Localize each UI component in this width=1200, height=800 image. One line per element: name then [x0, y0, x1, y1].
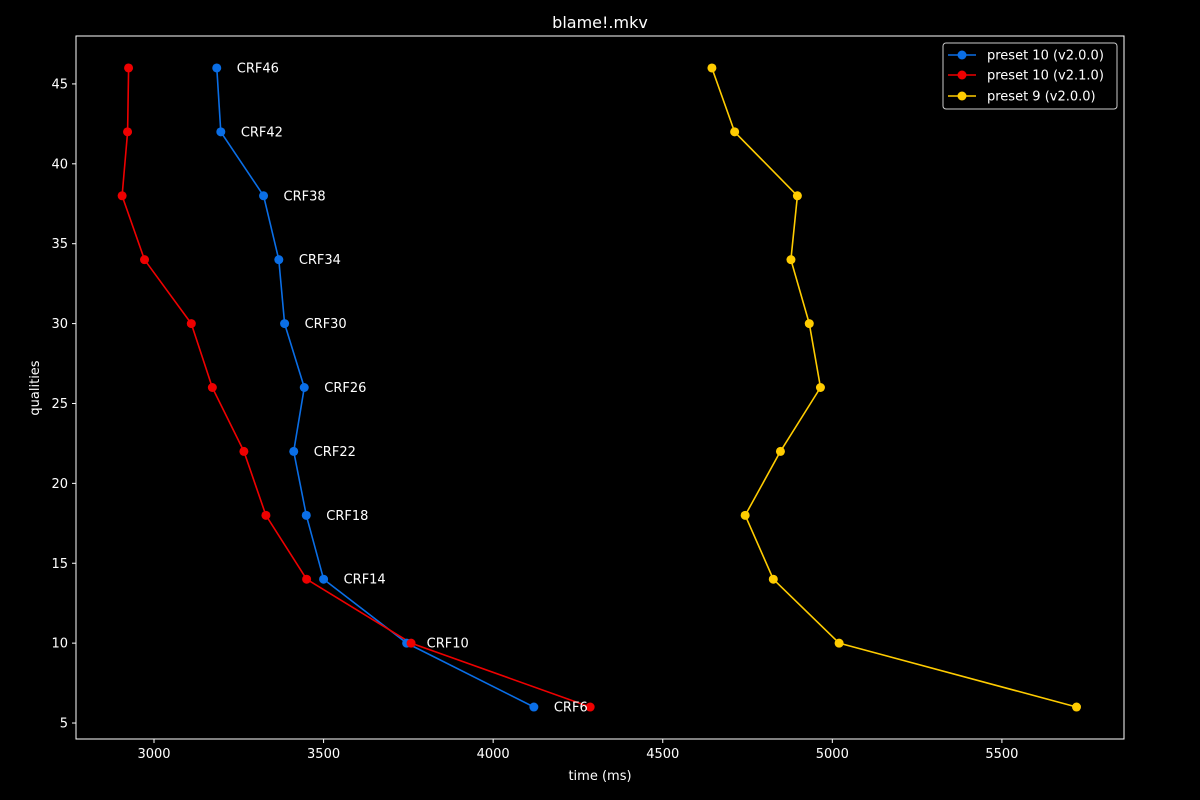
data-point-series-1 — [124, 63, 134, 73]
data-point-series-1 — [302, 574, 312, 584]
legend-label-0: preset 10 (v2.0.0) — [987, 49, 1104, 64]
annotation-label: CRF6 — [554, 701, 588, 716]
legend-entry-preset-9-v2-0-0: preset 9 (v2.0.0) — [948, 90, 1096, 105]
data-point-series-0 — [274, 255, 284, 265]
data-point-series-2 — [804, 319, 814, 329]
data-point-series-0 — [529, 702, 539, 712]
legend-entry-preset-10-v2-0-0: preset 10 (v2.0.0) — [948, 49, 1104, 64]
y-tick-label: 25 — [51, 397, 68, 412]
crf-annotations: CRF46 CRF42 CRF38 CRF34 CRF30 CRF26 CRF22 CRF18… — [237, 61, 588, 715]
x-axis-label: time (ms) — [568, 769, 631, 784]
legend-box — [942, 42, 1118, 110]
annotation-label: CRF26 — [324, 381, 366, 396]
y-axis-label: qualities — [28, 360, 43, 415]
legend-marker-2 — [957, 91, 967, 101]
legend-marker-0 — [957, 50, 967, 60]
data-point-series-2 — [1072, 702, 1082, 712]
y-tick-label: 10 — [51, 637, 68, 652]
data-point-series-0 — [319, 574, 329, 584]
annotation-label: CRF34 — [299, 253, 341, 268]
y-tick-label: 45 — [51, 77, 68, 92]
y-tick-label: 5 — [60, 717, 68, 732]
data-point-series-1 — [140, 255, 150, 265]
x-tick-label: 3500 — [307, 747, 340, 762]
data-point-series-1 — [406, 638, 416, 648]
legend-label-1: preset 10 (v2.1.0) — [987, 69, 1104, 84]
x-tick-label: 4000 — [477, 747, 510, 762]
annotation-label: CRF46 — [237, 61, 279, 76]
data-point-series-2 — [707, 63, 717, 73]
annotation-label: CRF42 — [241, 125, 283, 140]
annotation-label: CRF10 — [427, 637, 469, 652]
x-axis-ticks: 3000 3500 4000 4500 5000 5500 — [137, 739, 1018, 762]
annotation-label: CRF14 — [344, 573, 386, 588]
y-tick-label: 30 — [51, 317, 68, 332]
x-tick-label: 3000 — [137, 747, 170, 762]
data-point-series-2 — [786, 255, 796, 265]
y-tick-label: 40 — [51, 157, 68, 172]
y-tick-label: 20 — [51, 477, 68, 492]
data-point-series-2 — [815, 383, 825, 392]
y-tick-label: 15 — [51, 557, 68, 572]
data-point-series-2 — [768, 574, 778, 584]
plot-area — [75, 35, 1125, 740]
data-point-series-0 — [299, 383, 309, 392]
data-point-series-2 — [834, 638, 844, 648]
data-point-series-1 — [239, 446, 249, 456]
annotation-label: CRF30 — [305, 317, 347, 332]
legend-marker-1 — [957, 70, 967, 80]
y-axis-ticks: 5 10 15 20 25 30 35 40 45 — [51, 77, 76, 732]
legend-entry-preset-10-v2-1-0: preset 10 (v2.1.0) — [948, 69, 1104, 84]
data-point-series-2 — [775, 446, 785, 456]
data-point-series-1 — [123, 127, 133, 137]
data-point-series-0 — [301, 510, 311, 520]
x-tick-label: 4500 — [646, 747, 679, 762]
annotation-label: CRF22 — [314, 445, 356, 460]
data-point-series-2 — [730, 127, 740, 137]
annotation-label: CRF18 — [326, 509, 368, 524]
data-point-series-1 — [261, 510, 271, 520]
data-point-series-1 — [186, 319, 196, 329]
data-point-series-0 — [280, 319, 290, 329]
legend-label-2: preset 9 (v2.0.0) — [987, 90, 1096, 105]
annotation-label: CRF38 — [284, 189, 326, 204]
data-point-series-0 — [259, 191, 269, 201]
data-point-series-1 — [207, 383, 217, 392]
data-point-series-0 — [212, 63, 222, 73]
data-point-series-0 — [289, 446, 299, 456]
data-point-series-0 — [216, 127, 226, 137]
data-point-series-1 — [117, 191, 127, 201]
y-tick-label: 35 — [51, 237, 68, 252]
chart-title: blame!.mkv — [552, 13, 648, 32]
data-point-series-2 — [792, 191, 802, 201]
data-point-series-1 — [585, 702, 595, 712]
legend: preset 10 (v2.0.0) preset 10 (v2.1.0) pr… — [942, 42, 1118, 110]
x-tick-label: 5500 — [985, 747, 1018, 762]
data-point-series-2 — [740, 510, 750, 520]
series-points — [117, 63, 1082, 712]
x-tick-label: 5000 — [816, 747, 849, 762]
